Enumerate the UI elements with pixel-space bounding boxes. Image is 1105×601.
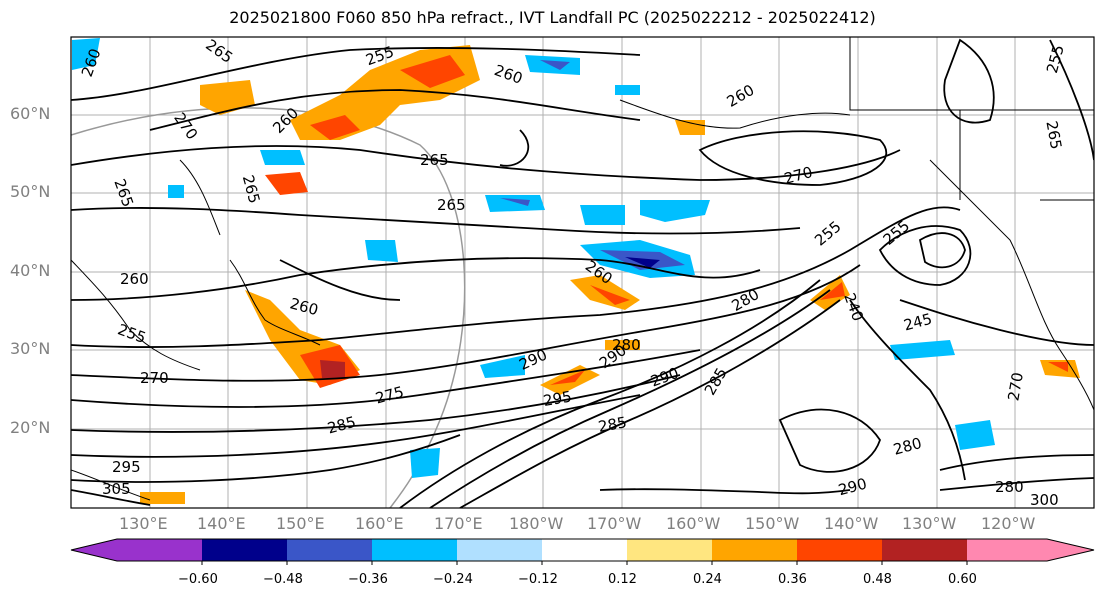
lon-label: 160°W [666,514,721,533]
colorbar-segment [967,539,1047,561]
positive-anomaly-patch [400,55,465,88]
contour-label: 305 [102,480,131,498]
contour-label: 265 [420,151,449,169]
colorbar-min-extension [71,539,117,561]
negative-anomaly-patch [890,340,955,360]
shading [72,38,1080,504]
negative-anomaly-patch [640,200,710,222]
colorbar-segment [712,539,797,561]
positive-anomaly-patch [550,370,585,385]
colorbar-segment [202,539,287,561]
colorbar-tick-label: −0.36 [348,572,388,587]
lon-label: 140°E [197,514,246,533]
lon-label: 120°W [981,514,1036,533]
contour-label: 270 [1004,371,1027,402]
lat-label-50n: 50°N [10,182,51,201]
contour-label: 260 [120,270,149,288]
lat-label-40n: 40°N [10,261,51,280]
negative-anomaly-patch [580,205,625,225]
colorbar-tick-label: 0.60 [948,572,977,587]
colorbar-segment [372,539,457,561]
positive-anomaly-patch [605,340,640,350]
negative-anomaly-patch [955,420,995,450]
colorbar-segment [117,539,202,561]
colorbar-segment [797,539,882,561]
contour-label: 265 [1042,119,1065,150]
positive-anomaly-patch [265,172,308,195]
positive-anomaly-patch [200,80,255,115]
contour-label: 280 [612,336,641,354]
lon-label: 150°E [276,514,325,533]
contour-label: 270 [140,369,169,387]
negative-anomaly-patch [480,355,525,378]
lon-label: 130°W [902,514,957,533]
lon-label: 170°E [434,514,483,533]
negative-anomaly-patch [410,448,440,478]
colorbar-tick-label: 0.36 [778,572,807,587]
negative-anomaly-patch [500,198,530,206]
colorbar-tick-label: 0.24 [693,572,722,587]
lon-label: 140°W [824,514,879,533]
positive-anomaly-patch [590,285,630,305]
contour-label: 295 [112,458,141,476]
positive-anomaly-patch [1048,362,1068,372]
map-title: 2025021800 F060 850 hPa refract., IVT La… [229,8,876,27]
colorbar-max-extension [1047,539,1094,561]
contour-label: 300 [1030,491,1059,509]
negative-anomaly-patch [625,257,660,268]
colorbar-segment [287,539,372,561]
colorbar-segment [457,539,542,561]
map-frame [70,36,1095,509]
negative-anomaly-patch [540,60,570,70]
negative-anomaly-patch [72,38,100,70]
lon-label: 170°W [587,514,642,533]
colorbar-segment [882,539,967,561]
lon-label: 130°E [119,514,168,533]
lat-label-20n: 20°N [10,418,51,437]
colorbar-tick-label: −0.60 [178,572,218,587]
lon-label: 160°E [355,514,404,533]
colorbar-segment [627,539,712,561]
positive-anomaly-patch [140,492,185,504]
coastlines [71,37,1094,501]
contour-label: 295 [542,387,573,410]
colorbar-tick-label: 0.12 [608,572,637,587]
negative-anomaly-patch [260,150,305,165]
negative-anomaly-patch [615,85,640,95]
positive-anomaly-patch [320,360,345,378]
colorbar-tick-label: −0.48 [263,572,303,587]
colorbar-tick-label: 0.48 [863,572,892,587]
lon-label: 150°W [745,514,800,533]
lat-label-30n: 30°N [10,339,51,358]
negative-anomaly-patch [168,185,184,198]
lon-label: 180°W [509,514,564,533]
colorbar-segment [542,539,627,561]
contour-label: 265 [437,196,466,214]
positive-anomaly-patch [675,120,705,135]
lat-label-60n: 60°N [10,104,51,123]
positive-anomaly-patch [310,115,360,140]
contour-label: 280 [995,478,1024,496]
contour-label: 285 [597,413,628,436]
colorbar-outline [70,538,1095,562]
positive-anomaly-patch [820,282,845,300]
colorbar-tick-label: −0.12 [518,572,558,587]
negative-anomaly-patch [485,195,545,212]
negative-anomaly-patch [365,240,398,262]
colorbar-tick-label: −0.24 [433,572,473,587]
contours [71,38,1094,508]
